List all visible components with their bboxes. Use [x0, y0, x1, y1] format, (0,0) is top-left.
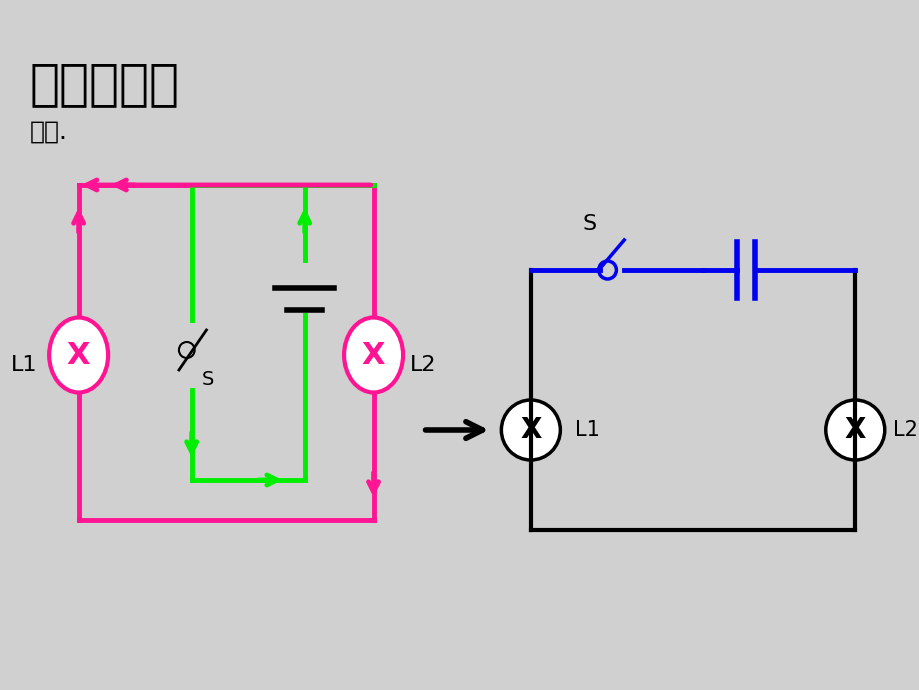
Ellipse shape [501, 400, 560, 460]
Text: 改画电路图: 改画电路图 [29, 60, 179, 108]
Text: X: X [519, 416, 541, 444]
Text: X: X [67, 340, 90, 370]
Text: X: X [844, 416, 865, 444]
Text: L2: L2 [891, 420, 916, 440]
Ellipse shape [825, 400, 884, 460]
Text: X: X [361, 340, 385, 370]
Text: S: S [201, 370, 214, 389]
Text: S: S [582, 214, 596, 234]
Text: L1: L1 [574, 420, 599, 440]
Ellipse shape [49, 317, 108, 393]
Text: L1: L1 [11, 355, 38, 375]
Text: 例一.: 例一. [29, 120, 67, 144]
Text: L2: L2 [409, 355, 436, 375]
Ellipse shape [344, 317, 403, 393]
